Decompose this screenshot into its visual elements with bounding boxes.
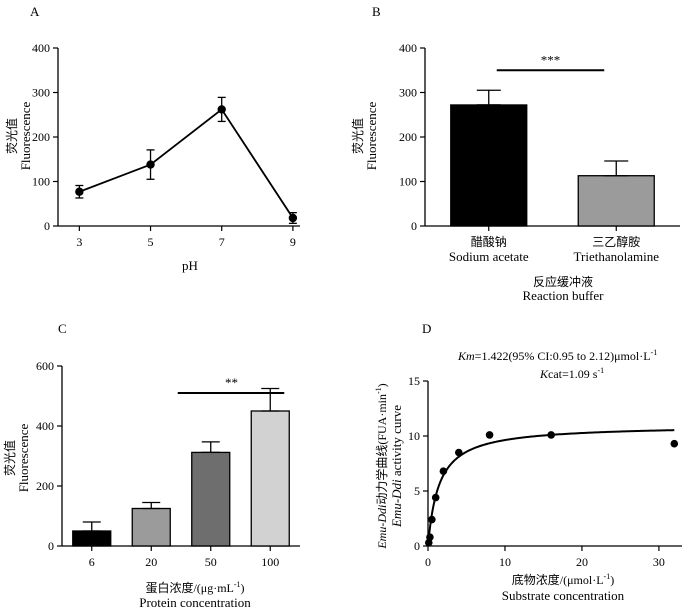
panel-c-category-label: 20 (145, 555, 157, 569)
panel-a-point (288, 213, 298, 223)
panel-d-ylabel: Emu-Ddi activity curve (389, 405, 404, 528)
panel-b-ytick-label: 300 (399, 86, 417, 100)
panel-d-point (547, 431, 555, 439)
panel-a-ylabel: Fluorescence (18, 101, 33, 170)
panel-b-xlabel: Reaction buffer (523, 288, 605, 303)
panel-d-xtick-label: 30 (653, 555, 665, 569)
panel-c-significance-label: ** (225, 375, 238, 390)
panel-c-ytick-label: 400 (36, 419, 54, 433)
panel-d-point (431, 493, 440, 502)
panel-a-point (75, 187, 84, 196)
panel-d-point (428, 515, 436, 524)
panel-d-annotation-km: Km=1.422(95% CI:0.95 to 2.12)μmol·L-1 (457, 348, 657, 363)
panel-b-category-label: Triethanolamine (574, 249, 660, 264)
panel-a-ytick-label: 0 (44, 219, 50, 233)
panel-d-ylabel-cn: Emu-Ddi动力学曲线(FUA·min-1) (374, 383, 389, 549)
panel-c-bar (72, 530, 112, 547)
panel-b-bar (577, 175, 655, 227)
panel-c-category-label: 6 (89, 555, 95, 569)
panel-d-point (439, 467, 448, 476)
panel-b-category-label: Sodium acetate (449, 249, 529, 264)
panel-b-category-cn: 三乙醇胺 (592, 234, 640, 249)
panel-c-category-label: 50 (205, 555, 217, 569)
panel-d-ytick-label: 10 (408, 429, 420, 443)
panel-c-bar (131, 507, 171, 547)
panel-c-bar (191, 451, 231, 547)
panel-d-xtick-label: 20 (576, 555, 588, 569)
panel-d-xlabel-cn: 底物浓度/(μmol·L-1) (512, 572, 614, 587)
panel-d-xtick-label: 10 (499, 555, 511, 569)
panel-c-ytick-label: 600 (36, 359, 54, 373)
panel-b-ylabel: Fluorescence (364, 101, 379, 170)
panel-c-xlabel: Protein concentration (139, 595, 251, 610)
panel-label-c: C (58, 321, 67, 336)
panel-c-ytick-label: 0 (48, 539, 54, 553)
panel-d-point (485, 431, 494, 439)
panel-label-a: A (30, 4, 40, 19)
panel-c-ylabel: Fluorescence (16, 423, 31, 492)
panel-a-ytick-label: 400 (32, 41, 50, 55)
panel-label-b: B (372, 4, 381, 19)
panel-a-xtick-label: 7 (219, 235, 225, 249)
panel-d-point (670, 439, 679, 448)
panel-d-point (426, 533, 434, 541)
panel-b-ytick-label: 400 (399, 41, 417, 55)
panel-b-xlabel-cn: 反应缓冲液 (533, 274, 593, 289)
panel-d-annotation-kcat: Kcat=1.09 s-1 (539, 366, 604, 381)
panel-b-ytick-label: 0 (411, 219, 417, 233)
panel-c-category-label: 100 (261, 555, 279, 569)
panel-a-xlabel: pH (182, 258, 198, 273)
panel-b-category-cn: 醋酸钠 (471, 234, 507, 249)
panel-d-point (454, 448, 463, 457)
panel-a-xtick-label: 3 (76, 235, 82, 249)
panel-c-ytick-label: 200 (36, 479, 54, 493)
panel-a-xtick-label: 5 (148, 235, 154, 249)
panel-a-point (146, 160, 155, 169)
panel-c-ylabel-cn: 荧光值 (2, 440, 17, 476)
panel-a-ytick-label: 300 (32, 86, 50, 100)
panel-c-bar (250, 410, 290, 547)
panel-a: A 0 100 200 300 400 3 5 7 9 荧光值 Fluorescence pH (4, 4, 300, 273)
panel-a-xtick-label: 9 (290, 235, 296, 249)
panel-d-ytick-label: 0 (414, 539, 420, 553)
panel-a-ytick-label: 100 (32, 175, 50, 189)
panel-b-ytick-label: 100 (399, 175, 417, 189)
panel-a-ylabel-cn: 荧光值 (4, 118, 19, 154)
panel-d-fit-curve (427, 429, 675, 547)
panel-a-series-line (79, 108, 294, 219)
panel-b-bar (450, 104, 528, 227)
panel-b-significance-label: *** (541, 52, 561, 67)
panel-b-ytick-label: 200 (399, 130, 417, 144)
panel-d: D Km=1.422(95% CI:0.95 to 2.12)μmol·L-1 … (374, 321, 682, 603)
panel-d-ytick-label: 15 (408, 374, 420, 388)
panel-d-xlabel: Substrate concentration (502, 588, 625, 603)
panel-b-ylabel-cn: 荧光值 (350, 118, 365, 154)
panel-label-d: D (422, 321, 431, 336)
panel-a-point (217, 105, 226, 114)
panel-c-xlabel-cn: 蛋白浓度/(μg·mL-1) (145, 580, 244, 595)
panel-d-ytick-label: 5 (414, 484, 420, 498)
panel-a-ytick-label: 200 (32, 130, 50, 144)
panel-d-xtick-label: 0 (425, 555, 431, 569)
